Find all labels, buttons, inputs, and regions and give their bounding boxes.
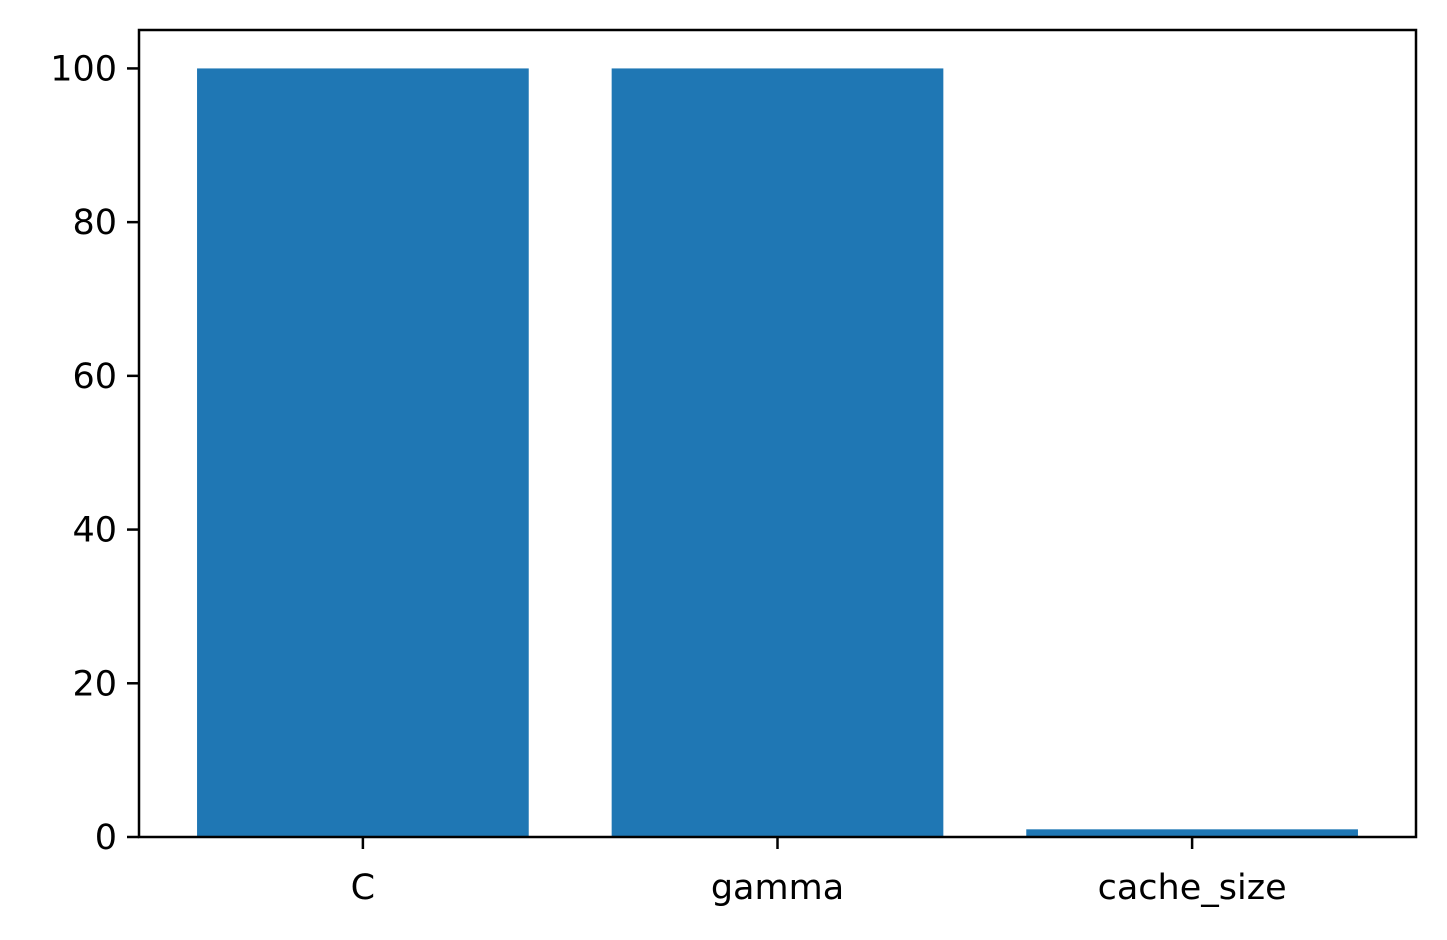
x-tick-label: cache_size xyxy=(1098,868,1287,908)
y-tick-label: 80 xyxy=(72,203,117,243)
y-tick-label: 60 xyxy=(72,357,117,397)
bar-cache_size xyxy=(1026,829,1358,837)
bar-gamma xyxy=(611,68,944,837)
y-axis: 0 20 40 60 80 100 xyxy=(50,49,139,858)
y-tick-label: 0 xyxy=(95,818,117,858)
x-tick-label: C xyxy=(351,868,375,908)
y-tick-label: 100 xyxy=(50,49,117,89)
bars-group xyxy=(197,68,1358,837)
x-tick-label: gamma xyxy=(711,868,844,908)
bar-C xyxy=(197,68,529,837)
y-tick-label: 40 xyxy=(72,511,117,551)
y-tick-label: 20 xyxy=(72,664,117,704)
